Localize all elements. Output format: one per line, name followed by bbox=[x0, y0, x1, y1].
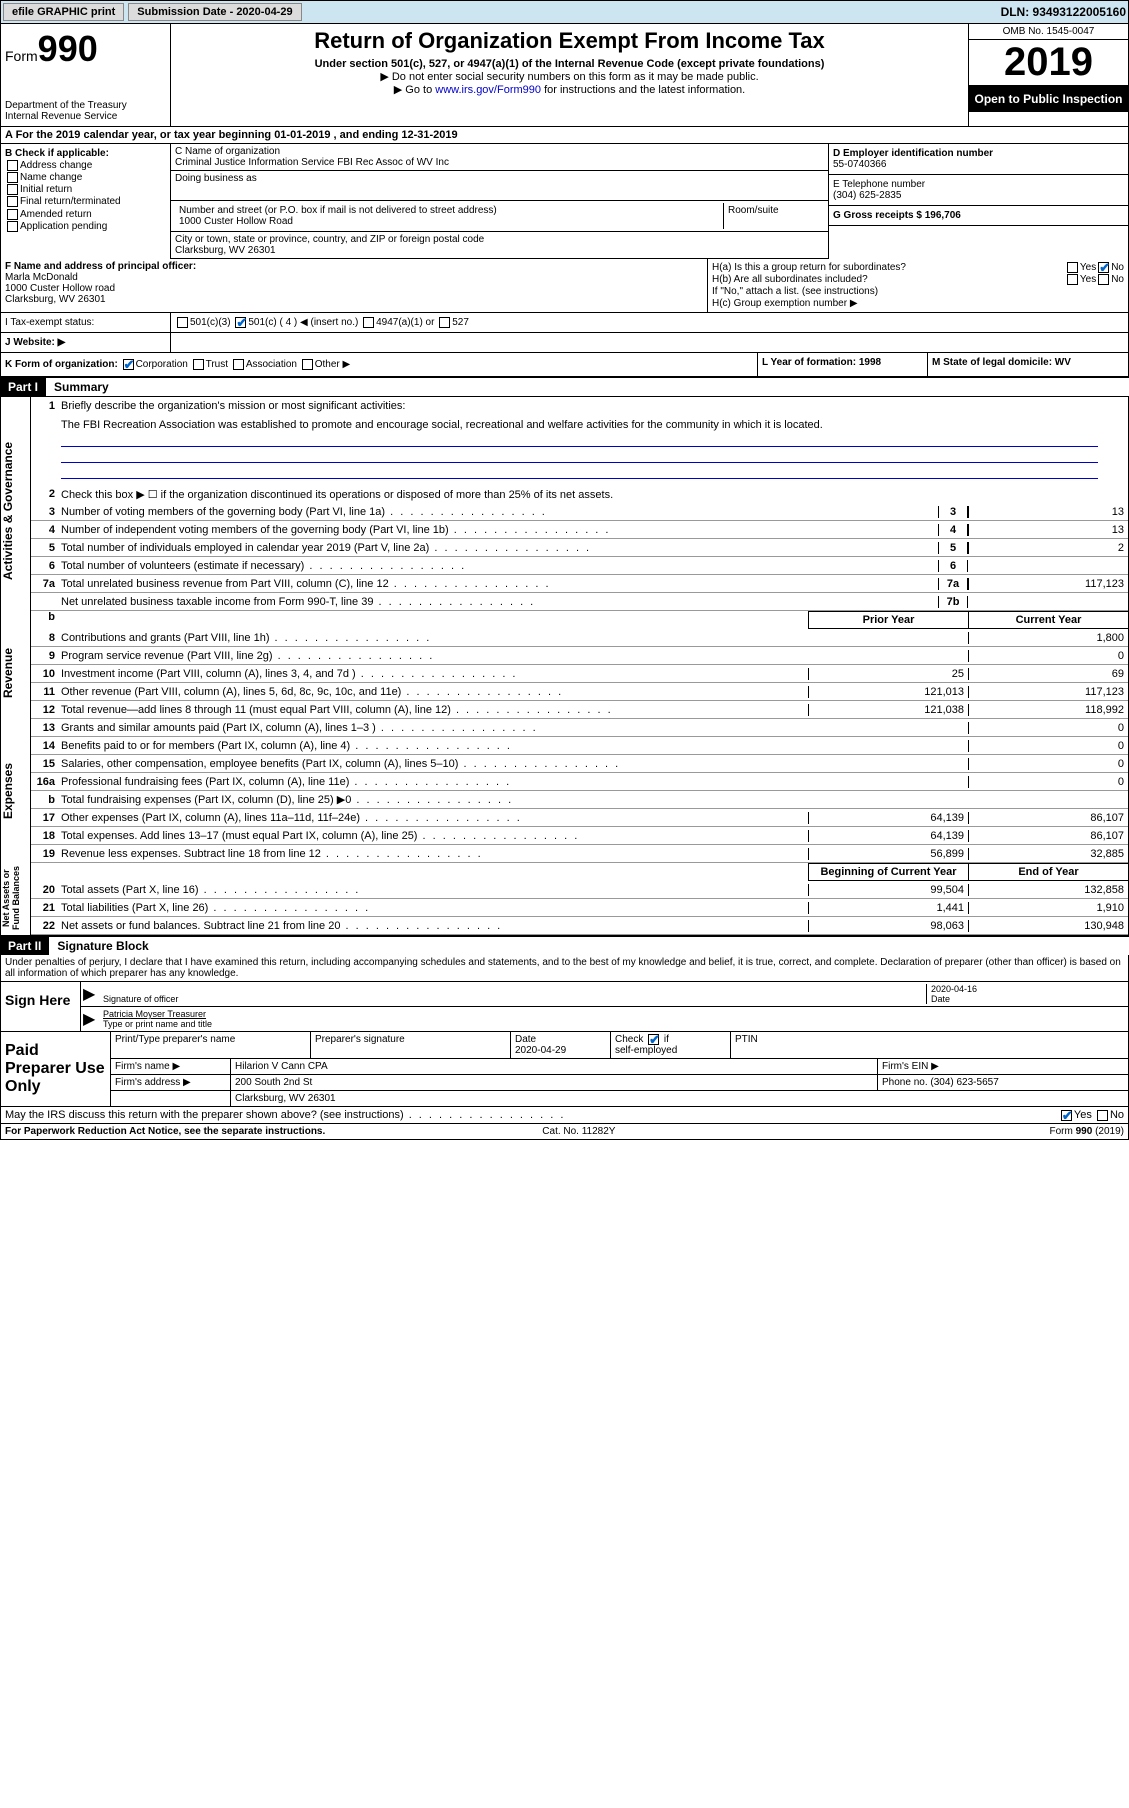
top-bar: efile GRAPHIC print Submission Date - 20… bbox=[0, 0, 1129, 24]
firm-address: 200 South 2nd St bbox=[231, 1075, 878, 1090]
summary-line: 8Contributions and grants (Part VIII, li… bbox=[31, 629, 1128, 647]
summary-line: 6Total number of volunteers (estimate if… bbox=[31, 557, 1128, 575]
summary-line: 3Number of voting members of the governi… bbox=[31, 503, 1128, 521]
part-ii-header: Part II Signature Block bbox=[0, 936, 1129, 955]
org-city: Clarksburg, WV 26301 bbox=[175, 245, 824, 256]
sign-here-label: Sign Here bbox=[1, 982, 81, 1031]
form-title: Return of Organization Exempt From Incom… bbox=[175, 28, 964, 54]
phone: (304) 625-2835 bbox=[833, 190, 1124, 201]
form-number: Form990 bbox=[5, 28, 166, 70]
summary-line: 11Other revenue (Part VIII, column (A), … bbox=[31, 683, 1128, 701]
section-k: K Form of organization: Corporation Trus… bbox=[1, 353, 758, 376]
section-i-opts: 501(c)(3) 501(c) ( 4 ) ◀ (insert no.) 49… bbox=[171, 313, 1128, 332]
summary-line: 12Total revenue—add lines 8 through 11 (… bbox=[31, 701, 1128, 719]
summary-line: 15Salaries, other compensation, employee… bbox=[31, 755, 1128, 773]
section-m: M State of legal domicile: WV bbox=[928, 353, 1128, 376]
dln-label: DLN: 93493122005160 bbox=[1001, 5, 1126, 19]
summary-line: 21Total liabilities (Part X, line 26)1,4… bbox=[31, 899, 1128, 917]
public-inspection: Open to Public Inspection bbox=[969, 86, 1128, 112]
summary-section: Activities & Governance Revenue Expenses… bbox=[0, 396, 1129, 936]
omb-number: OMB No. 1545-0047 bbox=[969, 24, 1128, 40]
row-a-taxyear: A For the 2019 calendar year, or tax yea… bbox=[0, 127, 1129, 144]
ein: 55-0740366 bbox=[833, 159, 1124, 170]
page-footer: For Paperwork Reduction Act Notice, see … bbox=[0, 1124, 1129, 1140]
signature-block: Under penalties of perjury, I declare th… bbox=[0, 955, 1129, 1124]
summary-line: 10Investment income (Part VIII, column (… bbox=[31, 665, 1128, 683]
summary-line: 20Total assets (Part X, line 16)99,50413… bbox=[31, 881, 1128, 899]
summary-line: 9Program service revenue (Part VIII, lin… bbox=[31, 647, 1128, 665]
section-f: F Name and address of principal officer:… bbox=[1, 259, 708, 312]
org-name: Criminal Justice Information Service FBI… bbox=[175, 157, 824, 168]
form-note1: ▶ Do not enter social security numbers o… bbox=[175, 70, 964, 83]
form-header: Form990 Department of the Treasury Inter… bbox=[0, 24, 1129, 127]
efile-button[interactable]: efile GRAPHIC print bbox=[3, 3, 124, 21]
summary-line: 14Benefits paid to or for members (Part … bbox=[31, 737, 1128, 755]
vtab-revenue: Revenue bbox=[1, 625, 31, 721]
summary-line: 19Revenue less expenses. Subtract line 1… bbox=[31, 845, 1128, 863]
summary-line: 17Other expenses (Part IX, column (A), l… bbox=[31, 809, 1128, 827]
org-street: 1000 Custer Hollow Road bbox=[179, 216, 719, 227]
vtab-governance: Activities & Governance bbox=[1, 397, 31, 625]
mission-text: The FBI Recreation Association was estab… bbox=[61, 419, 823, 431]
section-d: D Employer identification number55-07403… bbox=[828, 144, 1128, 259]
form990-link[interactable]: www.irs.gov/Form990 bbox=[435, 84, 541, 96]
summary-line: 16aProfessional fundraising fees (Part I… bbox=[31, 773, 1128, 791]
summary-line: bTotal fundraising expenses (Part IX, co… bbox=[31, 791, 1128, 809]
section-b: B Check if applicable: Address change Na… bbox=[1, 144, 171, 259]
summary-line: 5Total number of individuals employed in… bbox=[31, 539, 1128, 557]
form-note2: ▶ Go to www.irs.gov/Form990 for instruct… bbox=[175, 83, 964, 96]
section-c: C Name of organizationCriminal Justice I… bbox=[171, 144, 828, 259]
section-j: J Website: ▶ bbox=[1, 333, 171, 352]
summary-line: 22Net assets or fund balances. Subtract … bbox=[31, 917, 1128, 935]
part-i-header: Part I Summary bbox=[0, 377, 1129, 396]
section-h: H(a) Is this a group return for subordin… bbox=[708, 259, 1128, 312]
summary-line: 13Grants and similar amounts paid (Part … bbox=[31, 719, 1128, 737]
summary-line: 7aTotal unrelated business revenue from … bbox=[31, 575, 1128, 593]
form-subtitle: Under section 501(c), 527, or 4947(a)(1)… bbox=[175, 58, 964, 70]
vtab-netassets: Net Assets or Fund Balances bbox=[1, 861, 31, 935]
section-i-label: I Tax-exempt status: bbox=[1, 313, 171, 332]
summary-line: 18Total expenses. Add lines 13–17 (must … bbox=[31, 827, 1128, 845]
summary-line: Net unrelated business taxable income fr… bbox=[31, 593, 1128, 611]
vtab-expenses: Expenses bbox=[1, 721, 31, 861]
tax-year: 2019 bbox=[969, 40, 1128, 86]
gross-receipts: G Gross receipts $ 196,706 bbox=[833, 210, 961, 221]
firm-name: Hilarion V Cann CPA bbox=[231, 1059, 878, 1074]
section-l: L Year of formation: 1998 bbox=[758, 353, 928, 376]
dept-label: Department of the Treasury Internal Reve… bbox=[5, 100, 166, 122]
submission-date: Submission Date - 2020-04-29 bbox=[128, 3, 301, 21]
summary-line: 4Number of independent voting members of… bbox=[31, 521, 1128, 539]
paid-preparer-label: Paid Preparer Use Only bbox=[1, 1032, 111, 1106]
